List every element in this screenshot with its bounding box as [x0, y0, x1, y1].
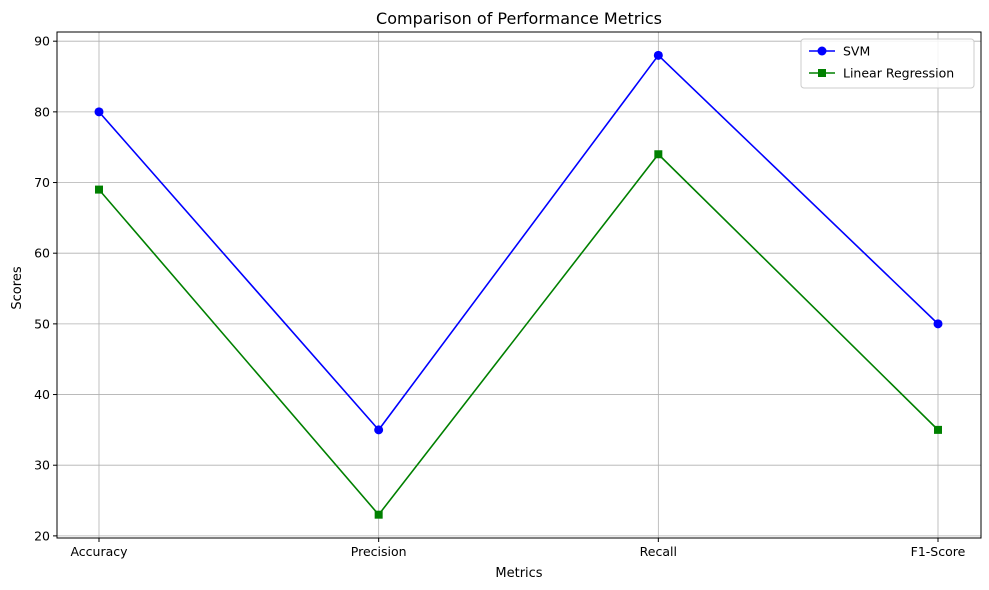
- plot-frame: [56, 31, 982, 539]
- y-axis: 20 30 40 50 60 70 80 90: [34, 34, 57, 543]
- y-tick-label: 80: [34, 104, 50, 119]
- series-line: [98, 153, 939, 516]
- data-point: [94, 107, 104, 117]
- series-line: [98, 54, 939, 432]
- x-tick-label: F1-Score: [911, 544, 966, 559]
- y-tick-label: 50: [34, 316, 50, 331]
- chart-title: Comparison of Performance Metrics: [376, 9, 662, 28]
- legend: SVM Linear Regression: [800, 38, 975, 89]
- x-tick-label: Accuracy: [70, 544, 128, 559]
- data-point: [654, 150, 663, 159]
- y-axis-label: Scores: [10, 266, 25, 309]
- y-tick-label: 30: [34, 458, 50, 473]
- legend-frame: [800, 38, 975, 89]
- data-point: [374, 425, 384, 435]
- legend-marker: [817, 46, 827, 56]
- y-tick-label: 60: [34, 246, 50, 261]
- y-tick-label: 90: [34, 34, 50, 49]
- legend-label: Linear Regression: [843, 66, 954, 81]
- series-2: [95, 150, 942, 519]
- x-tick-label: Recall: [640, 544, 677, 559]
- grid-lines: [57, 32, 981, 538]
- data-point: [653, 50, 663, 60]
- data-point: [934, 425, 942, 434]
- x-axis: Accuracy Precision Recall F1-Score: [70, 538, 966, 559]
- data-point: [374, 510, 383, 519]
- legend-item: SVM: [809, 44, 870, 59]
- x-axis-label: Metrics: [495, 566, 542, 581]
- data-point: [933, 319, 943, 329]
- x-tick-label: Precision: [351, 544, 407, 559]
- legend-label: SVM: [843, 44, 870, 59]
- legend-item: Linear Regression: [809, 66, 954, 81]
- y-tick-label: 70: [34, 175, 50, 190]
- series-1: [94, 50, 943, 435]
- y-tick-label: 40: [34, 387, 50, 402]
- data-point: [95, 185, 103, 194]
- legend-marker: [818, 69, 826, 77]
- y-tick-label: 20: [34, 528, 50, 543]
- series-layer: [94, 50, 943, 519]
